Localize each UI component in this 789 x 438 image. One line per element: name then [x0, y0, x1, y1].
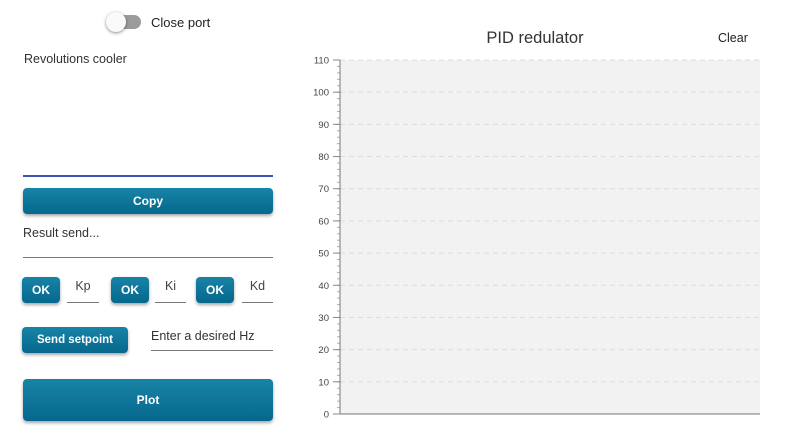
y-tick-label: 90	[318, 120, 329, 131]
pid-chart: 0 10 20 30 40 50 60 70 80 90 100 110	[313, 56, 760, 421]
grid-lines	[340, 59, 760, 383]
plot-button[interactable]: Plot	[23, 379, 273, 421]
y-tick-label: 30	[318, 313, 329, 324]
y-tick-label: 80	[318, 152, 329, 163]
chart-title: PID redulator	[486, 29, 584, 47]
output-textarea[interactable]: Revolutions cooler	[23, 52, 273, 177]
y-tick-labels: 0 10 20 30 40 50 60 70 80 90 100 110	[313, 56, 329, 421]
kp-input[interactable]: Kp	[67, 279, 99, 303]
minor-ticks	[333, 59, 340, 415]
kp-ok-button[interactable]: OK	[22, 277, 60, 303]
y-tick-label: 20	[318, 345, 329, 356]
y-tick-label: 60	[318, 216, 329, 227]
y-tick-label: 70	[318, 184, 329, 195]
plot-area	[340, 60, 760, 414]
y-tick-label: 40	[318, 281, 329, 292]
result-send-field[interactable]: Result send...	[23, 226, 273, 258]
y-tick-label: 110	[314, 56, 329, 67]
copy-button[interactable]: Copy	[23, 188, 273, 214]
port-toggle-label: Close port	[151, 15, 211, 30]
y-tick-label: 0	[324, 410, 329, 421]
port-toggle-knob[interactable]	[106, 12, 126, 32]
clear-button[interactable]: Clear	[718, 31, 748, 45]
ki-ok-button[interactable]: OK	[111, 277, 149, 303]
kd-input[interactable]: Kd	[242, 279, 273, 303]
desired-hz-input[interactable]: Enter a desired Hz	[151, 329, 273, 351]
y-tick-label: 50	[318, 249, 329, 260]
ki-input[interactable]: Ki	[155, 279, 186, 303]
send-setpoint-button[interactable]: Send setpoint	[22, 327, 128, 353]
y-tick-label: 100	[313, 88, 329, 99]
kd-ok-button[interactable]: OK	[196, 277, 234, 303]
y-tick-label: 10	[318, 377, 329, 388]
